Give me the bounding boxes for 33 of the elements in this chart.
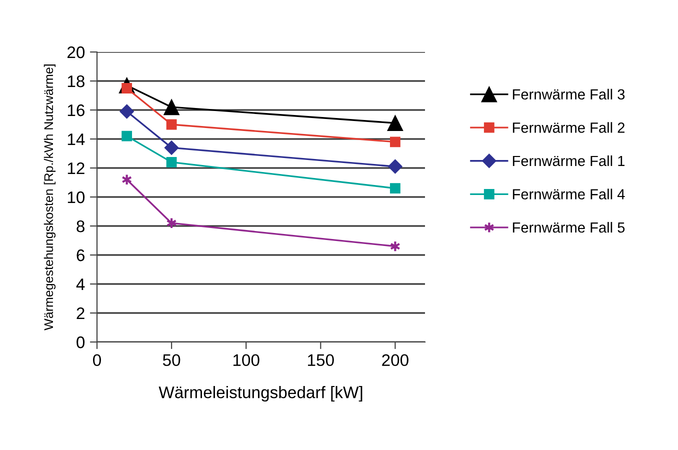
- y-tick-label: 6: [76, 249, 84, 262]
- y-tick-label: 18: [68, 75, 84, 88]
- x-axis-title: Wärmeleistungsbedarf [kW]: [158, 386, 362, 402]
- legend-label: Fernwärme Fall 5: [512, 222, 625, 233]
- x-tick-label: 200: [382, 354, 408, 366]
- y-tick-label: 8: [76, 220, 84, 232]
- y-tick-label: 12: [68, 162, 84, 174]
- legend-label: Fernwärme Fall 4: [512, 188, 625, 200]
- point: [390, 136, 400, 148]
- x-tick-label: 100: [233, 354, 260, 366]
- legend-label: Fernwärme Fall 2: [512, 122, 624, 133]
- y-tick-label: 14: [68, 134, 85, 146]
- y-tick-label: 0: [76, 336, 85, 348]
- y-tick-label: 20: [67, 46, 85, 58]
- y-tick-label: 10: [68, 191, 85, 204]
- legend-label: Fernwärme Fall 3: [512, 88, 625, 100]
- x-tick-label: 0: [93, 354, 101, 366]
- point: [164, 140, 179, 155]
- point: [164, 99, 180, 116]
- x-tick-label: 50: [162, 354, 180, 366]
- y-axis-title: Wärmegestehungskosten [Rp./kWh Nutzwärme]: [44, 64, 56, 330]
- point: [166, 119, 177, 130]
- point: [120, 104, 134, 119]
- legend-label: Fernwärme Fall 1: [512, 155, 624, 166]
- point: [387, 115, 404, 132]
- point: [122, 130, 132, 142]
- y-tick-label: 4: [76, 278, 85, 290]
- x-tick-label: 150: [308, 354, 334, 366]
- y-tick-label: 2: [76, 307, 84, 320]
- point: [390, 183, 400, 194]
- y-tick-label: 16: [68, 104, 84, 116]
- point: [166, 156, 177, 168]
- point: [388, 159, 402, 174]
